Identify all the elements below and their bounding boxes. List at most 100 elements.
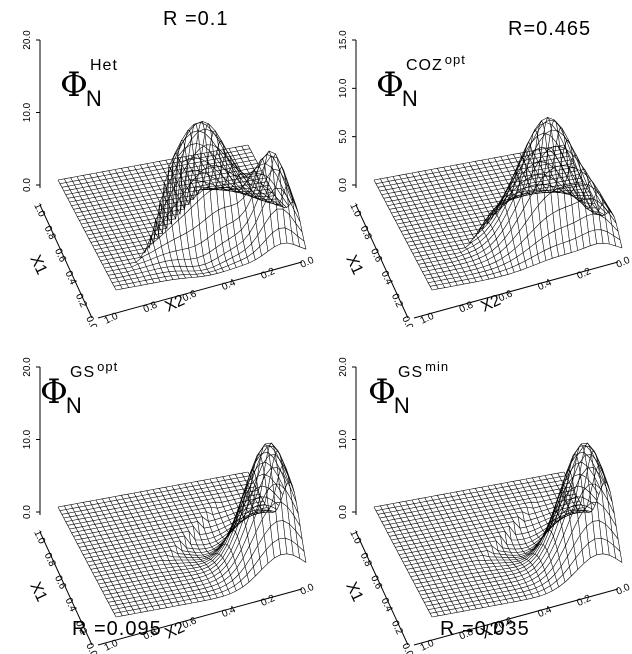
mesh-line-x2 [140,491,199,602]
panel-gs-opt: 20.0 10.0 0.0 1.0 0.8 0.6 0.4 0.2 0.0 X1 1.0 0.8 0.6… [0,327,316,654]
mesh-line-x2 [373,506,433,618]
x2-tick-label: 1.0 [419,311,437,327]
x1-axis [355,531,409,646]
z-tick-label: 0.0 [338,178,349,192]
wireframe-mesh [57,442,307,618]
mesh-line-x2 [418,498,477,609]
x2-tick-label: 0.6 [181,288,199,304]
x2-tick-label: 0.0 [615,582,632,598]
panel-het: 20.0 10.0 0.0 1.0 0.8 0.6 0.4 0.2 0.0 X1 1.0 0.8 0.6… [0,0,316,327]
panel-gs-min: 20.0 10.0 0.0 1.0 0.8 0.6 0.4 0.2 0.0 X1 1.0 0.8 0.6… [316,327,632,654]
x2-tick-label: 0.0 [615,255,632,271]
x2-tick-label: 0.8 [458,626,476,642]
mesh-line-x2 [159,123,218,274]
x1-axis-label: X1 [26,580,50,605]
mesh-line-x2 [475,488,534,598]
mesh-line-x2 [70,177,129,288]
mesh-line-x2 [462,163,521,271]
mesh-line-x2 [247,471,307,563]
z-tick-label: 20.0 [22,357,33,377]
mesh-line-x2 [424,497,483,608]
mesh-line-x2 [405,174,464,285]
x1-tick-label: 0.6 [368,574,384,592]
wireframe-mesh [57,121,307,291]
mesh-line-x2 [468,489,528,600]
mesh-line-x2 [475,161,534,266]
mesh-line-x2 [102,498,161,609]
mesh-line-x2 [443,494,502,605]
mesh-line-x2 [235,450,294,556]
x1-tick-label: 0.0 [399,642,415,654]
r-value-label: R =0.035 [440,618,530,640]
mesh-line-x2 [456,491,515,602]
mesh-line-x2 [563,471,623,563]
mesh-line-x2 [76,176,136,287]
mesh-line-x2 [481,156,540,264]
mesh-line-x2 [108,497,167,608]
superscript-secondary: opt [97,359,119,374]
mesh-line-x2 [437,168,496,278]
x1-axis-label: X1 [342,253,366,278]
x2-tick-label: 0.2 [259,593,277,609]
x2-tick-label: 0.6 [497,615,515,631]
x2-tick-label: 0.8 [142,299,160,315]
x1-tick-label: 0.4 [378,596,394,614]
mesh-line-x2 [197,154,256,260]
x1-tick-label: 0.8 [42,551,58,569]
mesh-line-x1 [102,445,293,592]
mesh-line-x2 [513,119,572,253]
mesh-line-x2 [519,480,578,570]
mesh-line-x2 [114,496,174,607]
mesh-line-x2 [399,175,458,286]
mesh-line-x2 [146,140,205,277]
mesh-line-x2 [76,503,136,614]
mesh-line-x2 [209,151,269,252]
mesh-line-x2 [152,489,212,600]
mesh-line-x2 [241,146,300,247]
phi-symbol: Φ [40,372,68,412]
x2-axis [413,588,619,646]
mesh-line-x2 [544,148,604,244]
x2-tick-label: 0.8 [142,626,160,642]
x1-axis-label: X1 [26,253,50,278]
mesh-line-x2 [140,152,199,278]
x2-tick-label: 0.2 [575,593,593,609]
x2-tick-label: 0.4 [536,604,554,620]
function-subscript: N [65,393,82,418]
z-tick-label: 10.0 [22,102,33,122]
mesh-line-x2 [235,147,294,245]
x1-tick-label: 0.8 [358,224,374,242]
mesh-line-x1 [418,445,609,592]
z-tick-label: 0.0 [338,505,349,519]
r-value-label: R =0.1 [163,8,229,30]
mesh-line-x2 [494,128,553,259]
x2-tick-label: 0.8 [458,299,476,315]
mesh-line-x2 [418,171,477,282]
surface-plot-gs-min: 20.0 10.0 0.0 1.0 0.8 0.6 0.4 0.2 0.0 X1 1.0 0.8 0.6… [338,357,632,654]
mesh-line-x2 [121,495,180,606]
superscript-secondary: min [425,359,450,374]
mesh-line-x2 [165,121,224,272]
mesh-line-x2 [228,442,288,554]
superscript-main: Het [90,57,118,74]
mesh-line-x2 [159,488,218,598]
phi-symbol: Φ [368,372,396,412]
mesh-line-x2 [513,481,572,577]
mesh-line-x1 [401,189,592,232]
mesh-line-x2 [532,453,591,559]
z-tick-label: 10.0 [338,78,349,98]
mesh-line-x2 [178,484,237,592]
x1-tick-label: 0.4 [62,596,78,614]
x1-tick-label: 0.4 [378,269,394,287]
x2-tick-label: 0.4 [536,277,554,293]
z-tick-label: 0.0 [22,178,33,192]
mesh-line-x2 [468,162,528,268]
x1-tick-label: 1.0 [31,529,47,547]
x1-axis-label: X1 [342,580,366,605]
r-value-label: R =0.095 [72,618,162,640]
z-tick-label: 10.0 [22,429,33,449]
x2-tick-label: 0.4 [220,277,238,293]
x2-axis [97,588,303,646]
x2-tick-label: 1.0 [103,311,121,327]
mesh-line-x2 [519,127,578,251]
